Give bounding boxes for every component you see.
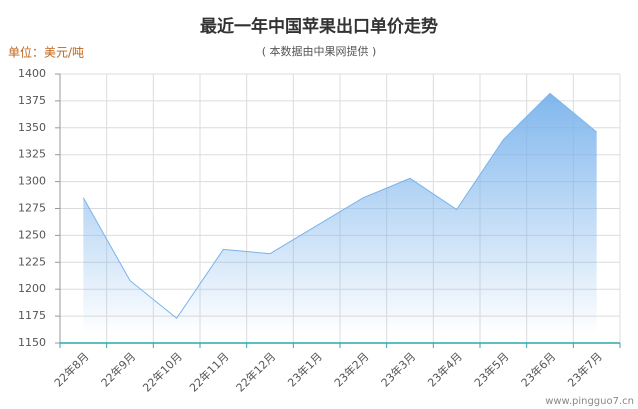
x-tick-label: 22年10月 [140,349,185,394]
x-tick-label: 23年2月 [331,349,371,389]
x-tick-label: 22年11月 [186,349,231,394]
y-tick-label: 1225 [18,255,46,268]
x-tick-label: 23年3月 [378,349,418,389]
y-tick-label: 1325 [18,148,46,161]
y-tick-label: 1350 [18,121,46,134]
y-tick-label: 1250 [18,228,46,241]
y-tick-label: 1175 [18,309,46,322]
y-tick-label: 1375 [18,94,46,107]
chart-subtitle: ( 本数据由中果网提供 ) [262,44,377,58]
x-tick-label: 23年5月 [471,349,511,389]
y-tick-label: 1200 [18,282,46,295]
x-tick-label: 23年6月 [518,349,558,389]
x-tick-label: 22年8月 [51,349,91,389]
x-tick-label: 22年12月 [233,349,278,394]
x-tick-label: 23年7月 [565,349,605,389]
x-tick-label: 23年4月 [425,349,465,389]
y-tick-label: 1150 [18,336,46,349]
area-fill [83,93,597,335]
y-tick-label: 1400 [18,67,46,80]
line [82,92,597,319]
unit-label: 单位：美元/吨 [8,45,84,60]
chart-title: 最近一年中国苹果出口单价走势 [200,16,438,37]
y-tick-label: 1275 [18,202,46,215]
x-tick-label: 23年1月 [285,349,325,389]
watermark: www.pingguo7.cn [545,396,634,407]
y-tick-label: 1300 [18,175,46,188]
x-tick-label: 22年9月 [98,349,138,389]
